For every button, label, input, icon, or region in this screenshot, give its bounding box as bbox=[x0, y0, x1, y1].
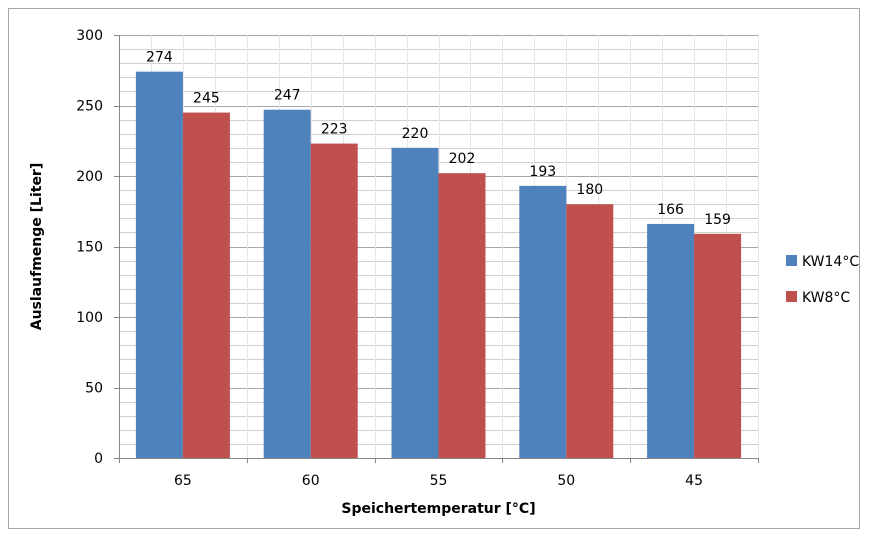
x-tick-label: 60 bbox=[302, 473, 320, 489]
y-tick-label: 0 bbox=[94, 451, 103, 467]
data-label: 274 bbox=[146, 50, 173, 66]
axes: 0 50 100 150 200 250 300 65 60 55 50 45 bbox=[76, 28, 759, 489]
bar bbox=[694, 233, 742, 458]
bar bbox=[135, 71, 183, 458]
x-tick-label: 50 bbox=[557, 473, 575, 489]
data-label: 223 bbox=[321, 122, 348, 138]
bar bbox=[438, 173, 486, 458]
bar bbox=[519, 185, 567, 458]
y-tick-label: 50 bbox=[85, 381, 103, 397]
chart-frame: 274 245 247 223 220 202 193 180 166 159 0 50 100 150… bbox=[8, 8, 860, 529]
legend-label: KW8°C bbox=[802, 290, 850, 306]
data-label: 166 bbox=[657, 202, 684, 218]
bar bbox=[182, 112, 230, 459]
bar bbox=[647, 223, 695, 458]
data-label: 245 bbox=[193, 91, 220, 107]
y-tick-label: 100 bbox=[76, 310, 103, 326]
y-tick-label: 300 bbox=[76, 28, 103, 44]
y-axis-title: Auslaufmenge [Liter] bbox=[29, 163, 45, 331]
data-label: 247 bbox=[274, 88, 301, 104]
data-label: 220 bbox=[402, 126, 429, 142]
bar bbox=[391, 147, 439, 459]
legend-label: KW14°C bbox=[802, 254, 859, 270]
bar-chart: 274 245 247 223 220 202 193 180 166 159 0 50 100 150… bbox=[29, 28, 859, 517]
y-tick-label: 200 bbox=[76, 169, 103, 185]
legend-swatch bbox=[786, 255, 797, 266]
data-labels: 274 245 247 223 220 202 193 180 166 159 bbox=[146, 50, 731, 228]
legend-swatch bbox=[786, 291, 797, 302]
x-axis-title: Speichertemperatur [°C] bbox=[341, 501, 535, 517]
bar bbox=[263, 109, 311, 458]
data-label: 180 bbox=[576, 182, 603, 198]
x-tick-label: 55 bbox=[430, 473, 448, 489]
data-label: 193 bbox=[529, 164, 556, 180]
y-tick-label: 250 bbox=[76, 99, 103, 115]
bars bbox=[135, 71, 742, 459]
bar bbox=[566, 204, 614, 458]
x-tick-label: 45 bbox=[685, 473, 703, 489]
y-tick-label: 150 bbox=[76, 240, 103, 256]
legend: KW14°C KW8°C bbox=[786, 254, 859, 306]
x-tick-label: 65 bbox=[174, 473, 192, 489]
bar bbox=[310, 143, 358, 458]
data-label: 202 bbox=[449, 151, 476, 167]
data-label: 159 bbox=[704, 212, 731, 228]
